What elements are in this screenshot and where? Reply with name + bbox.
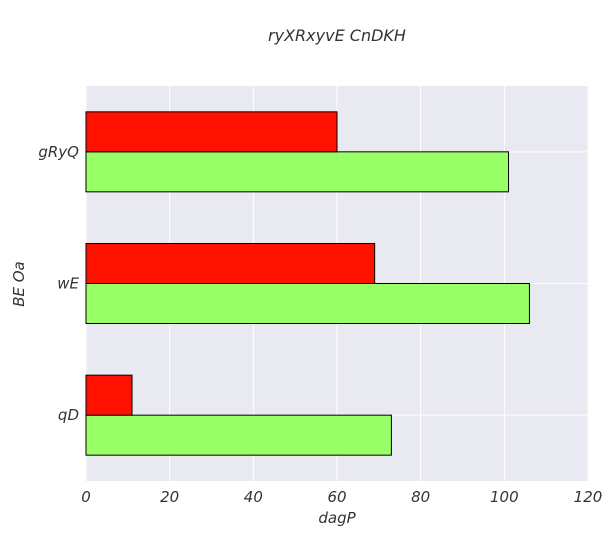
bar-series-2-wE	[85, 243, 376, 284]
bar-series-2-qD	[85, 374, 133, 416]
x-tick-label: 120	[574, 488, 603, 506]
x-axis-label: dagP	[318, 509, 356, 527]
bar-series-1-qD	[85, 414, 392, 456]
y-axis-label: BE Oa	[10, 261, 28, 307]
bar-series-1-gRyQ	[85, 151, 510, 193]
x-tick-label: 100	[490, 488, 519, 506]
bar-series-1-wE	[85, 283, 530, 324]
x-tick-label: 0	[81, 488, 91, 506]
y-tick-label: wE	[57, 275, 79, 293]
y-tick-label: qD	[58, 406, 79, 424]
x-tick-labels: 0 20 40 60 80 100 120	[81, 488, 602, 506]
bars	[85, 111, 530, 456]
y-tick-labels: qD wE gRyQ	[38, 143, 79, 424]
y-tick-label: gRyQ	[38, 143, 79, 161]
x-tick-label: 20	[160, 488, 179, 506]
chart-title: ryXRxyvE CnDKH	[268, 26, 406, 45]
x-tick-label: 80	[411, 488, 430, 506]
bar-series-2-gRyQ	[85, 111, 338, 153]
x-tick-label: 60	[327, 488, 346, 506]
x-tick-label: 40	[244, 488, 263, 506]
